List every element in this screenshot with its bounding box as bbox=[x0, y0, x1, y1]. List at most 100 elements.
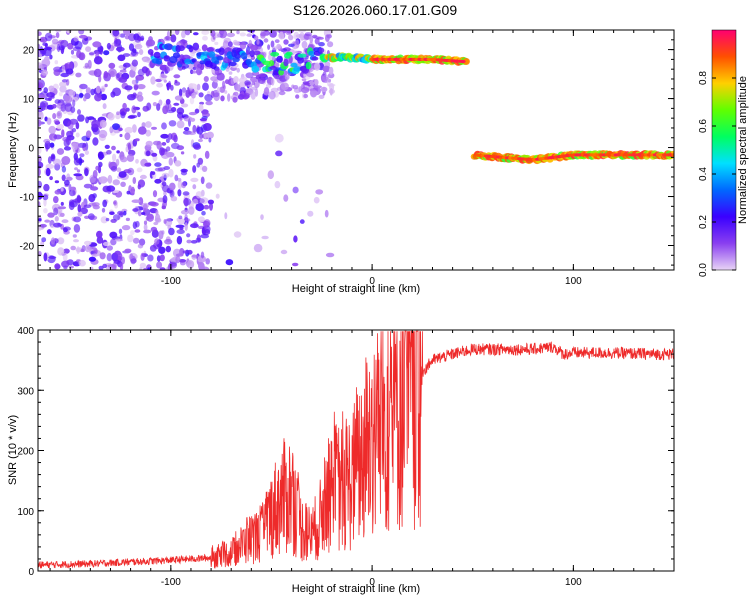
spectrogram-noise-point bbox=[68, 265, 74, 269]
spectrogram-noise-point bbox=[77, 114, 85, 122]
spectrogram-noise-point bbox=[176, 145, 185, 151]
spectrogram-noise-point bbox=[168, 80, 172, 90]
spectrogram-signal-core bbox=[671, 153, 674, 157]
x-tick-label: 0 bbox=[369, 577, 375, 588]
spectrogram-signal-point bbox=[206, 47, 214, 53]
spectrogram-noise-point bbox=[203, 221, 208, 230]
spectrogram-noise-point bbox=[135, 158, 139, 164]
spectrogram-noise-point bbox=[176, 107, 185, 115]
spectrogram-noise-point bbox=[54, 99, 61, 105]
spectrogram-noise-point bbox=[199, 118, 208, 122]
spectrogram-noise-point bbox=[152, 102, 157, 107]
spectrogram-signal-point bbox=[311, 56, 319, 61]
spectrogram-noise-point bbox=[210, 76, 219, 82]
spectrogram-noise-point bbox=[155, 213, 161, 223]
spectrogram-noise-point bbox=[53, 196, 59, 204]
spectrogram-noise-point bbox=[38, 191, 43, 200]
spectrogram-noise-point bbox=[208, 137, 212, 143]
spectrogram-noise-point bbox=[186, 233, 191, 238]
spectrogram-noise-point bbox=[38, 146, 42, 155]
spectrogram-noise-point bbox=[199, 101, 205, 105]
spectrogram-noise-point bbox=[53, 119, 60, 124]
spectrogram-noise-point bbox=[199, 133, 204, 139]
spectrogram-noise-point bbox=[92, 170, 98, 179]
spectrogram-noise-point bbox=[168, 227, 175, 236]
spectrogram-noise-point bbox=[76, 246, 80, 255]
spectrogram-noise-point bbox=[161, 172, 170, 179]
spectrogram-noise-point bbox=[64, 103, 73, 112]
spectrogram-noise-point bbox=[193, 154, 197, 159]
spectrogram-noise-point bbox=[39, 48, 47, 53]
spectrogram-noise-point bbox=[70, 49, 75, 55]
spectrogram-noise-point bbox=[186, 260, 195, 269]
spectrogram-noise-point bbox=[181, 65, 186, 70]
spectrogram-noise-point bbox=[308, 80, 315, 86]
spectrogram-noise-point bbox=[118, 171, 127, 178]
spectrogram-noise-point bbox=[116, 111, 120, 116]
spectrogram-noise-point bbox=[84, 62, 89, 69]
spectrogram-noise-point bbox=[292, 85, 299, 90]
spectrogram-noise-point bbox=[38, 105, 44, 113]
spectrogram-noise-point bbox=[108, 161, 112, 168]
spectrogram-noise-point bbox=[155, 78, 162, 83]
spectrogram-signal-point bbox=[163, 55, 171, 62]
spectrogram-noise-point bbox=[83, 204, 92, 209]
spectrogram-noise-point bbox=[106, 42, 111, 50]
spectrogram-noise-point bbox=[121, 225, 131, 231]
spectrogram-noise-point bbox=[237, 93, 245, 100]
spectrogram-noise-point bbox=[74, 167, 78, 171]
spectrogram-noise-point bbox=[38, 167, 41, 177]
spectrogram-noise-point bbox=[191, 254, 199, 258]
spectrogram-noise-point bbox=[91, 119, 100, 129]
spectrogram-noise-point bbox=[117, 54, 126, 62]
spectrogram-signal-point bbox=[276, 55, 283, 63]
spectrogram-noise-point bbox=[328, 72, 335, 79]
spectrogram-noise-point bbox=[61, 174, 66, 182]
spectrogram-noise-point bbox=[198, 104, 204, 112]
spectrogram-noise-point bbox=[73, 36, 79, 42]
spectrogram-noise-point bbox=[250, 91, 256, 100]
spectrogram-noise-point bbox=[200, 251, 205, 259]
spectrogram-noise-point bbox=[91, 202, 100, 207]
spectrogram-noise-point bbox=[204, 150, 210, 159]
spectrogram-noise-point bbox=[274, 39, 280, 43]
spectrogram-noise-point bbox=[98, 265, 104, 270]
spectrogram-noise-point bbox=[318, 42, 325, 47]
spectrogram-noise-point bbox=[197, 216, 205, 223]
spectrogram-noise-point bbox=[224, 212, 228, 220]
spectrogram-noise-point bbox=[95, 85, 101, 94]
spectrogram-noise-point bbox=[143, 223, 148, 231]
spectrogram-noise-point bbox=[116, 167, 122, 173]
spectrogram-noise-point bbox=[154, 178, 162, 184]
spectrogram-noise-point bbox=[222, 80, 226, 89]
spectrogram-noise-point bbox=[123, 62, 131, 68]
spectrogram-noise-point bbox=[152, 190, 158, 198]
spectrogram-noise-point bbox=[139, 174, 147, 180]
spectrogram-noise-point bbox=[218, 30, 228, 39]
spectrogram-noise-point bbox=[301, 78, 307, 82]
spectrogram-noise-point bbox=[144, 162, 152, 167]
spectrogram-noise-point bbox=[121, 256, 125, 265]
spectrogram-noise-point bbox=[170, 34, 177, 43]
spectrogram-noise-point bbox=[143, 220, 148, 225]
spectrogram-noise-point bbox=[115, 158, 120, 166]
colorbar-ticks: 0.0 0.2 0.4 0.6 0.8 bbox=[698, 71, 736, 277]
spectrogram-noise-point bbox=[201, 165, 208, 172]
spectrogram-noise-point bbox=[61, 219, 69, 224]
spectrogram-noise-point bbox=[49, 176, 53, 181]
spectrogram-signal-point bbox=[188, 45, 194, 53]
spectrogram-noise-point bbox=[77, 204, 82, 213]
spectrogram-noise-point bbox=[83, 183, 92, 189]
snr-panel: -100 0 100 0 100 200 300 400 Height of straight… bbox=[7, 326, 675, 595]
spectrogram-noise-point bbox=[202, 35, 208, 41]
spectrogram-noise-point bbox=[122, 102, 127, 110]
spectrogram-noise-point bbox=[54, 216, 59, 222]
spectrogram-noise-point bbox=[138, 49, 144, 55]
spectrogram-noise-point bbox=[44, 56, 50, 64]
spectrogram-noise-point bbox=[175, 255, 181, 264]
spectrogram-noise-point bbox=[162, 184, 170, 193]
spectrogram-noise-point bbox=[270, 78, 275, 86]
spectrogram-noise-point bbox=[183, 197, 189, 207]
spectrogram-noise-point bbox=[178, 88, 183, 97]
spectrogram-noise-point bbox=[139, 262, 147, 269]
